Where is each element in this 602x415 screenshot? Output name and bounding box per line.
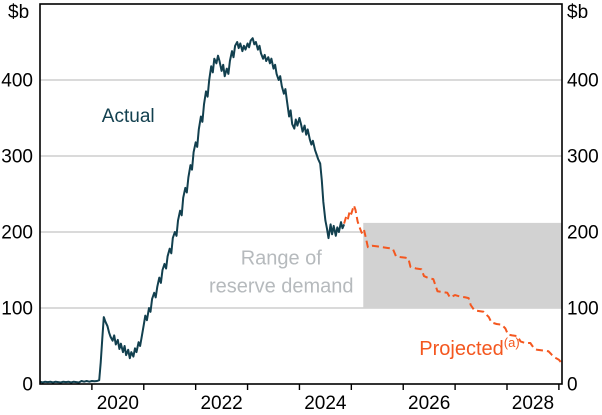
- band-label: Range of reserve demand: [209, 248, 354, 298]
- y-tick-label-right: 400: [567, 71, 599, 92]
- y-axis-unit-right: $b: [567, 2, 589, 23]
- y-tick-label-left: 100: [1, 299, 33, 320]
- x-tick-label: 2020: [97, 393, 139, 414]
- actual-label: Actual: [102, 106, 155, 127]
- projected-label: Projected(a): [419, 335, 519, 360]
- plot-frame: [39, 3, 563, 385]
- y-tick-label-right: 200: [567, 223, 599, 244]
- y-tick-label-left: 300: [1, 147, 33, 168]
- x-tick-label: 2022: [200, 393, 242, 414]
- x-tick-label: 2028: [512, 393, 554, 414]
- y-axis-unit-left: $b: [8, 2, 30, 23]
- y-tick-label-right: 0: [567, 375, 578, 396]
- series-projected-line: [343, 204, 563, 365]
- y-tick-label-left: 0: [22, 375, 33, 396]
- y-tick-label-left: 400: [1, 71, 33, 92]
- reserve-demand-band: [363, 222, 562, 308]
- y-tick-label-right: 300: [567, 147, 599, 168]
- series-actual-line: [39, 37, 346, 384]
- x-tick-label: 2026: [408, 393, 450, 414]
- y-tick-label-left: 200: [1, 223, 33, 244]
- x-tick-label: 2024: [304, 393, 347, 414]
- y-tick-label-right: 100: [567, 299, 599, 320]
